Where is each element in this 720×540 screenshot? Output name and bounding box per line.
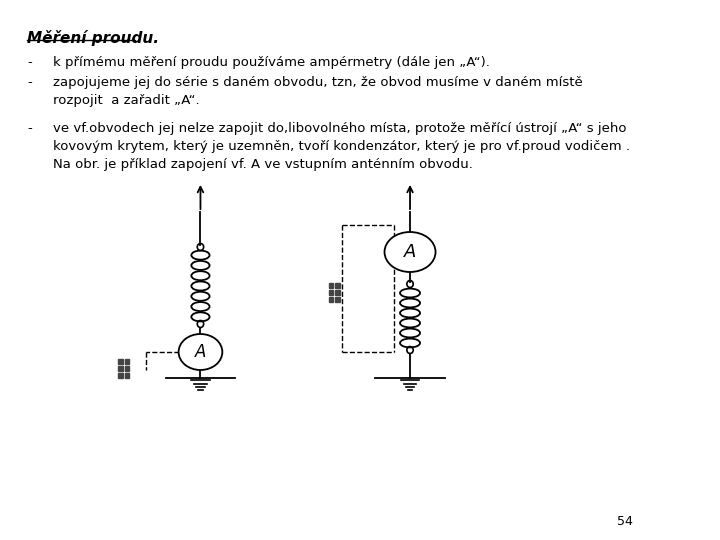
Bar [329,283,333,288]
Ellipse shape [384,232,436,272]
Bar [336,283,340,288]
Text: Měření proudu.: Měření proudu. [27,30,159,46]
Ellipse shape [179,334,222,370]
Bar [119,359,123,364]
Bar [119,366,123,371]
Text: Na obr. je příklad zapojení vf. A ve vstupním anténním obvodu.: Na obr. je příklad zapojení vf. A ve vst… [53,158,473,171]
Bar [119,373,123,378]
Text: kovovým krytem, který je uzemněn, tvoří kondenzátor, který je pro vf.proud vodič: kovovým krytem, který je uzemněn, tvoří … [53,140,630,153]
Bar [329,297,333,302]
Text: A: A [195,343,206,361]
Text: ve vf.obvodech jej nelze zapojit do,libovolného místa, protože měřící ústrojí „A: ve vf.obvodech jej nelze zapojit do,libo… [53,122,626,135]
Text: 54: 54 [617,515,634,528]
Text: rozpojit  a zařadit „A“.: rozpojit a zařadit „A“. [53,94,199,107]
Text: -: - [27,122,32,135]
Bar [329,290,333,295]
Text: -: - [27,56,32,69]
Bar [125,373,130,378]
Bar [125,366,130,371]
Text: zapojujeme jej do série s daném obvodu, tzn, že obvod musíme v daném místě: zapojujeme jej do série s daném obvodu, … [53,76,582,89]
Text: -: - [27,76,32,89]
Text: k přímému měření proudu používáme ampérmetry (dále jen „A“).: k přímému měření proudu používáme ampérm… [53,56,490,69]
Bar [336,297,340,302]
Bar [336,290,340,295]
Text: A: A [404,243,416,261]
Bar [125,359,130,364]
